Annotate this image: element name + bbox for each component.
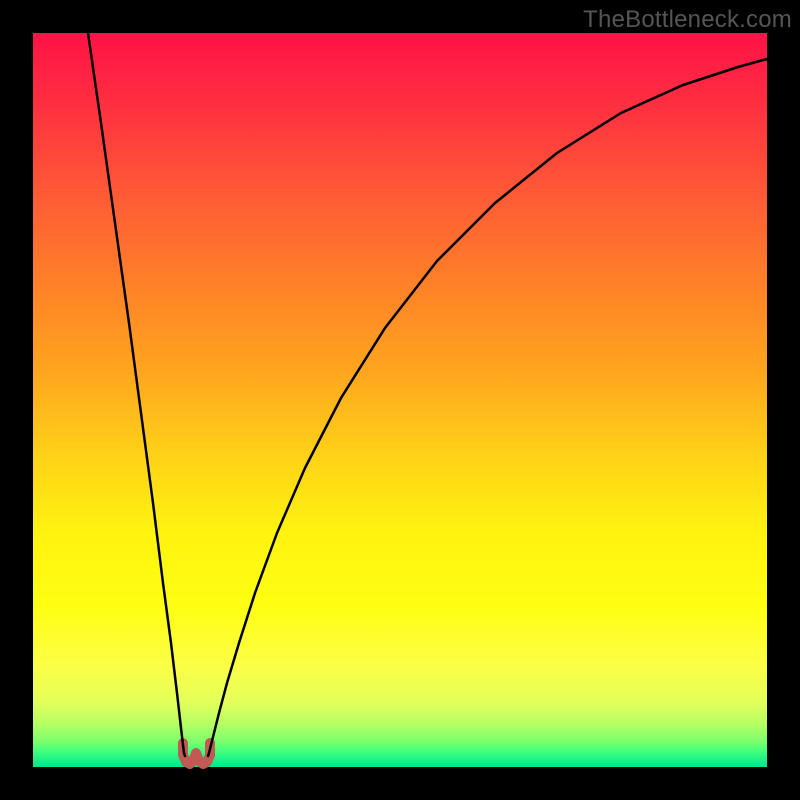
- trough-marker: [183, 743, 210, 764]
- curve-right-branch: [208, 59, 767, 756]
- curve-layer: [33, 33, 767, 767]
- watermark-text: TheBottleneck.com: [583, 6, 792, 34]
- gradient-plot-area: [33, 33, 767, 767]
- chart-frame: TheBottleneck.com: [0, 0, 800, 800]
- curve-left-branch: [88, 33, 185, 756]
